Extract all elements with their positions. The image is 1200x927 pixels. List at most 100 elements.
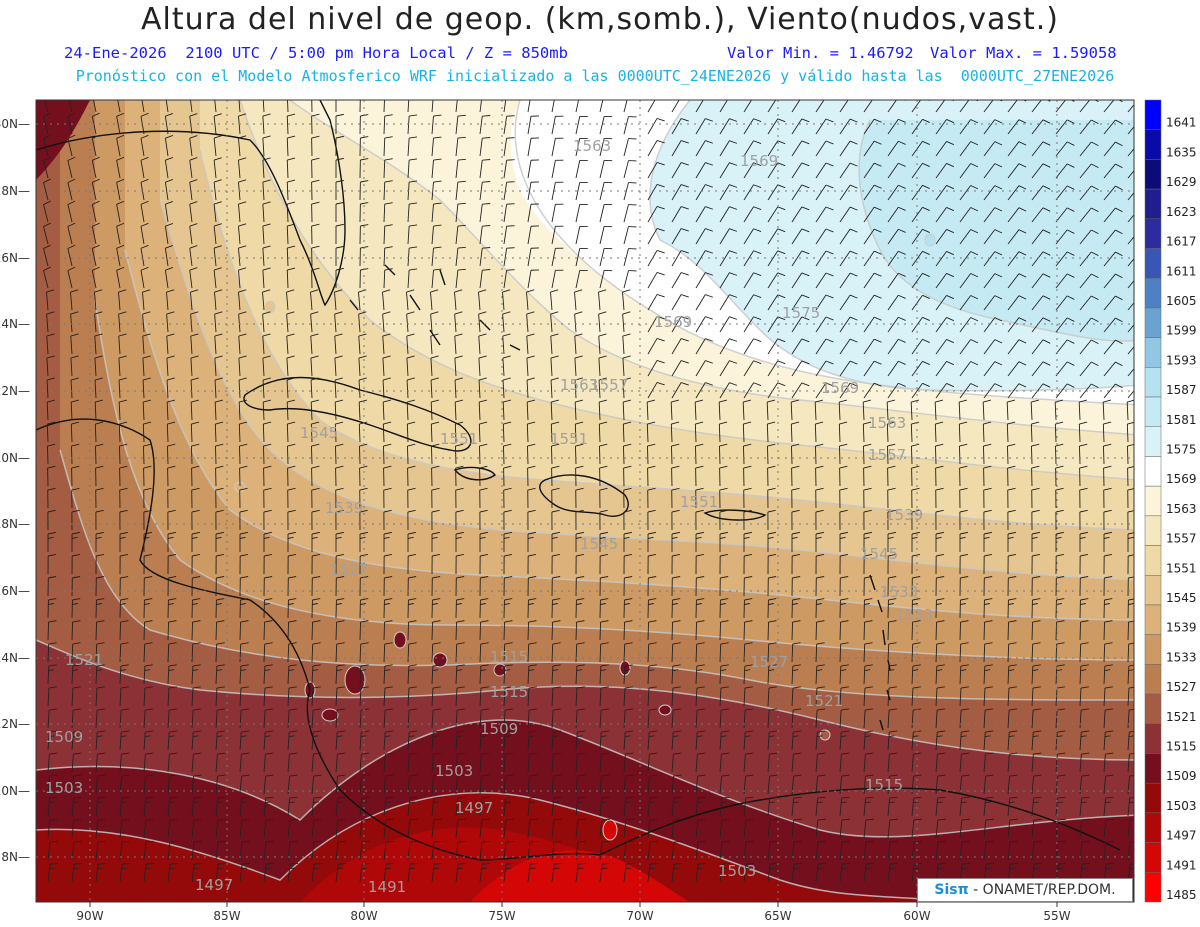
wind-barb [383, 664, 393, 685]
wind-barb [311, 774, 322, 795]
wind-barb [286, 421, 296, 443]
wind-barb [983, 664, 993, 685]
wind-barb [431, 509, 440, 531]
wind-barb [719, 708, 730, 729]
wind-barb [1103, 686, 1113, 707]
wind-barb [191, 642, 201, 663]
wind-barb [719, 465, 728, 487]
wind-barb [791, 664, 801, 685]
wind-barb [262, 113, 271, 135]
wind-barb [743, 598, 753, 619]
wind-barb [1103, 119, 1123, 135]
wind-barb [1079, 730, 1090, 751]
wind-barb [383, 576, 393, 597]
wind-barb [140, 200, 149, 223]
wind-barb [527, 137, 540, 157]
wind-barb [791, 140, 810, 157]
wind-barb [791, 360, 810, 377]
wind-barb [262, 179, 271, 201]
wind-barb [911, 862, 923, 883]
wind-barb [119, 598, 129, 619]
wind-barb [407, 158, 418, 179]
wind-barb [1055, 295, 1075, 311]
contour-label: 1491 [368, 878, 406, 896]
wind-barb [143, 730, 154, 751]
wind-barb [383, 730, 394, 751]
wind-barb [215, 531, 224, 553]
wind-barb [791, 708, 802, 729]
wind-barb [95, 576, 105, 597]
wind-barb [310, 289, 319, 311]
wind-barb [671, 140, 689, 157]
colorbar-swatch [1144, 426, 1162, 457]
contour-label: 1497 [455, 799, 493, 817]
wind-barb [164, 201, 174, 223]
wind-barb [1078, 399, 1088, 421]
wind-barb [478, 421, 488, 443]
wind-barb [238, 100, 241, 113]
wind-barb [887, 752, 898, 773]
wind-barb [167, 752, 178, 773]
contour-label: 1503 [45, 779, 83, 797]
wind-barb [551, 620, 561, 641]
wind-barb [215, 465, 224, 487]
wind-barb [575, 642, 585, 663]
wind-barbs [43, 100, 1134, 883]
wind-barb [551, 730, 562, 751]
wind-barb [814, 399, 824, 421]
wind-barb [935, 229, 955, 245]
wind-barb [119, 487, 128, 509]
contour-label: 1569 [821, 379, 859, 397]
wind-barb [767, 338, 786, 355]
wind-barb [527, 269, 540, 289]
wind-barb [407, 752, 418, 773]
wind-barb [767, 228, 786, 245]
wind-barb [143, 818, 154, 839]
wind-barb [358, 333, 367, 355]
wind-barb [167, 531, 176, 553]
wind-barb [863, 818, 874, 839]
wind-barb [1103, 598, 1113, 619]
wind-barb [1031, 553, 1041, 575]
lon-label: 80W [350, 909, 377, 923]
wind-barb [455, 862, 467, 883]
wind-barb [1007, 840, 1018, 861]
wind-barb [1103, 642, 1113, 663]
wind-barb [311, 840, 322, 861]
colorbar-swatch [1144, 129, 1162, 160]
wind-barb [47, 686, 57, 707]
wind-barb [478, 333, 487, 355]
wind-barb [142, 333, 151, 355]
sispi-logo: Sisπ [934, 882, 969, 898]
wind-barb [95, 752, 106, 773]
wind-barb [383, 796, 394, 817]
wind-barb [815, 272, 834, 289]
wind-barb [671, 818, 682, 839]
wind-barb [887, 509, 896, 531]
wind-barb [215, 642, 225, 663]
wind-barb [815, 487, 824, 509]
wind-barb [383, 531, 392, 553]
wind-barb [335, 840, 346, 861]
wind-barb [791, 316, 810, 333]
wind-barb [359, 487, 368, 509]
wind-barb [479, 137, 491, 157]
wind-barb [430, 399, 440, 421]
wind-barb [551, 269, 564, 289]
contour-label: 1521 [805, 692, 843, 710]
wind-barb [622, 355, 631, 377]
wind-barb [743, 118, 762, 135]
wind-barb [743, 487, 752, 509]
wind-barb [887, 316, 906, 333]
wind-barb [94, 333, 103, 355]
wind-barb [791, 382, 810, 399]
wind-barb [286, 311, 295, 333]
wind-barb [310, 333, 319, 355]
wind-barb [695, 862, 707, 883]
wind-barb [335, 642, 345, 663]
wind-barb [767, 642, 777, 663]
contour-label: 1503 [718, 862, 756, 880]
wind-barb [695, 162, 713, 179]
wind-barb [311, 686, 321, 707]
wind-barb [479, 100, 482, 113]
